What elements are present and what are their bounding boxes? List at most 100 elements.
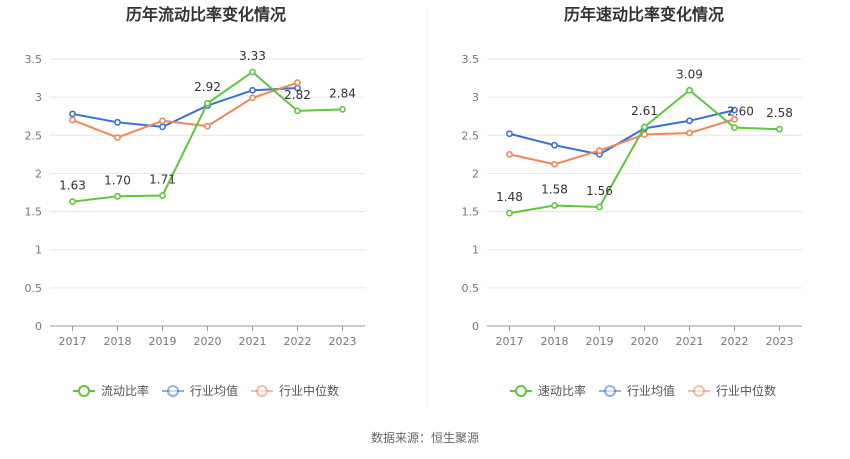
legend-marker-avg — [604, 385, 616, 397]
data-label: 1.56 — [586, 184, 613, 198]
data-point-median — [204, 122, 211, 130]
data-point-company — [731, 124, 738, 132]
x-tick-label: 2017 — [496, 335, 524, 348]
data-point-median — [596, 147, 603, 154]
x-tick-label: 2020 — [194, 335, 222, 348]
y-tick-label: 1 — [35, 244, 42, 257]
legend-marker-median — [693, 385, 705, 397]
data-point-avg — [506, 130, 513, 138]
data-label: 2.84 — [329, 86, 356, 100]
data-point-median — [69, 116, 76, 124]
legend-marker-company — [515, 385, 527, 397]
data-point-company — [204, 99, 211, 107]
data-label: 2.82 — [284, 88, 311, 102]
x-tick-label: 2018 — [104, 335, 132, 348]
data-point-median — [731, 115, 738, 123]
data-point-avg — [69, 110, 76, 118]
data-label: 3.33 — [239, 49, 266, 63]
data-point-median — [506, 150, 513, 158]
data-point-avg — [731, 106, 738, 114]
data-point-company — [596, 203, 603, 211]
data-point-company — [551, 202, 558, 209]
data-point-company — [686, 86, 693, 94]
y-tick-label: 2.5 — [25, 129, 43, 142]
legend-marker-median — [256, 385, 268, 397]
x-tick-label: 2022 — [721, 335, 749, 348]
data-point-company — [339, 105, 346, 113]
data-point-company — [641, 123, 648, 131]
y-tick-label: 0.5 — [462, 282, 480, 295]
x-tick-label: 2022 — [284, 335, 312, 348]
data-label: 1.70 — [104, 173, 131, 187]
data-point-median — [641, 131, 648, 138]
data-label: 2.58 — [766, 106, 793, 120]
y-tick-label: 3.5 — [462, 53, 480, 66]
data-label: 1.63 — [59, 179, 86, 193]
y-tick-label: 1 — [472, 244, 479, 257]
data-point-median — [114, 134, 121, 141]
y-tick-label: 0.5 — [25, 282, 43, 295]
series-line-median — [509, 118, 735, 166]
data-point-avg — [114, 118, 121, 126]
data-label: 1.48 — [496, 190, 523, 204]
y-tick-label: 3 — [35, 91, 42, 104]
data-point-median — [686, 129, 693, 137]
chart-title: 历年流动比率变化情况 — [126, 5, 286, 24]
legend-label-avg: 行业均值 — [190, 383, 238, 398]
current-ratio-chart: 历年流动比率变化情况 0 0.5 1 1.5 2 2.5 3 3.5 2017 2018 2019 20… — [25, 5, 365, 398]
y-tick-label: 2 — [35, 167, 42, 180]
data-point-company — [506, 209, 513, 217]
x-tick-label: 2019 — [149, 335, 177, 348]
y-tick-label: 1.5 — [25, 206, 43, 219]
y-tick-label: 0 — [35, 320, 42, 333]
legend-label-company: 流动比率 — [101, 383, 149, 398]
legend-label-median: 行业中位数 — [279, 383, 339, 398]
legend-marker-company — [78, 385, 90, 397]
x-tick-label: 2023 — [766, 335, 794, 348]
source-note: 数据来源：恒生聚源 — [371, 430, 479, 445]
data-label: 1.71 — [149, 173, 176, 187]
quick-ratio-chart: 历年速动比率变化情况 0 0.5 1 1.5 2 2.5 3 3.5 2017 2018 2019 20… — [462, 5, 802, 398]
data-point-avg — [551, 141, 558, 149]
data-point-company — [249, 68, 256, 76]
y-tick-label: 2 — [472, 167, 479, 180]
y-tick-label: 2.5 — [462, 129, 480, 142]
data-label: 2.60 — [727, 105, 754, 119]
data-point-company — [159, 192, 166, 199]
x-tick-label: 2019 — [586, 335, 614, 348]
data-label: 2.92 — [194, 80, 221, 94]
x-tick-label: 2017 — [59, 335, 87, 348]
data-point-avg — [249, 86, 256, 94]
legend-label-median: 行业中位数 — [716, 383, 776, 398]
series-line-median — [72, 81, 298, 139]
series-line-avg — [509, 109, 735, 156]
legend-label-company: 速动比率 — [538, 383, 586, 398]
chart-title: 历年速动比率变化情况 — [564, 5, 724, 24]
data-label: 1.58 — [541, 182, 568, 196]
y-tick-label: 0 — [472, 320, 479, 333]
data-point-median — [551, 160, 558, 168]
data-point-company — [294, 107, 301, 115]
data-point-median — [294, 79, 301, 87]
x-tick-label: 2020 — [631, 335, 659, 348]
data-point-company — [69, 198, 76, 206]
data-point-median — [159, 117, 166, 125]
y-tick-label: 3.5 — [25, 53, 43, 66]
data-label: 3.09 — [676, 67, 703, 81]
data-point-avg — [686, 117, 693, 125]
series-line-avg — [72, 86, 298, 128]
y-tick-label: 1.5 — [462, 206, 480, 219]
data-label: 2.61 — [631, 104, 658, 118]
x-tick-label: 2023 — [329, 335, 357, 348]
legend-label-avg: 行业均值 — [627, 383, 675, 398]
legend-marker-avg — [167, 385, 179, 397]
x-tick-label: 2021 — [239, 335, 267, 348]
data-point-company — [776, 125, 783, 133]
x-tick-label: 2018 — [541, 335, 569, 348]
y-tick-label: 3 — [472, 91, 479, 104]
data-point-avg — [159, 123, 166, 131]
data-point-median — [249, 94, 256, 102]
data-point-company — [114, 192, 121, 200]
x-tick-label: 2021 — [676, 335, 704, 348]
